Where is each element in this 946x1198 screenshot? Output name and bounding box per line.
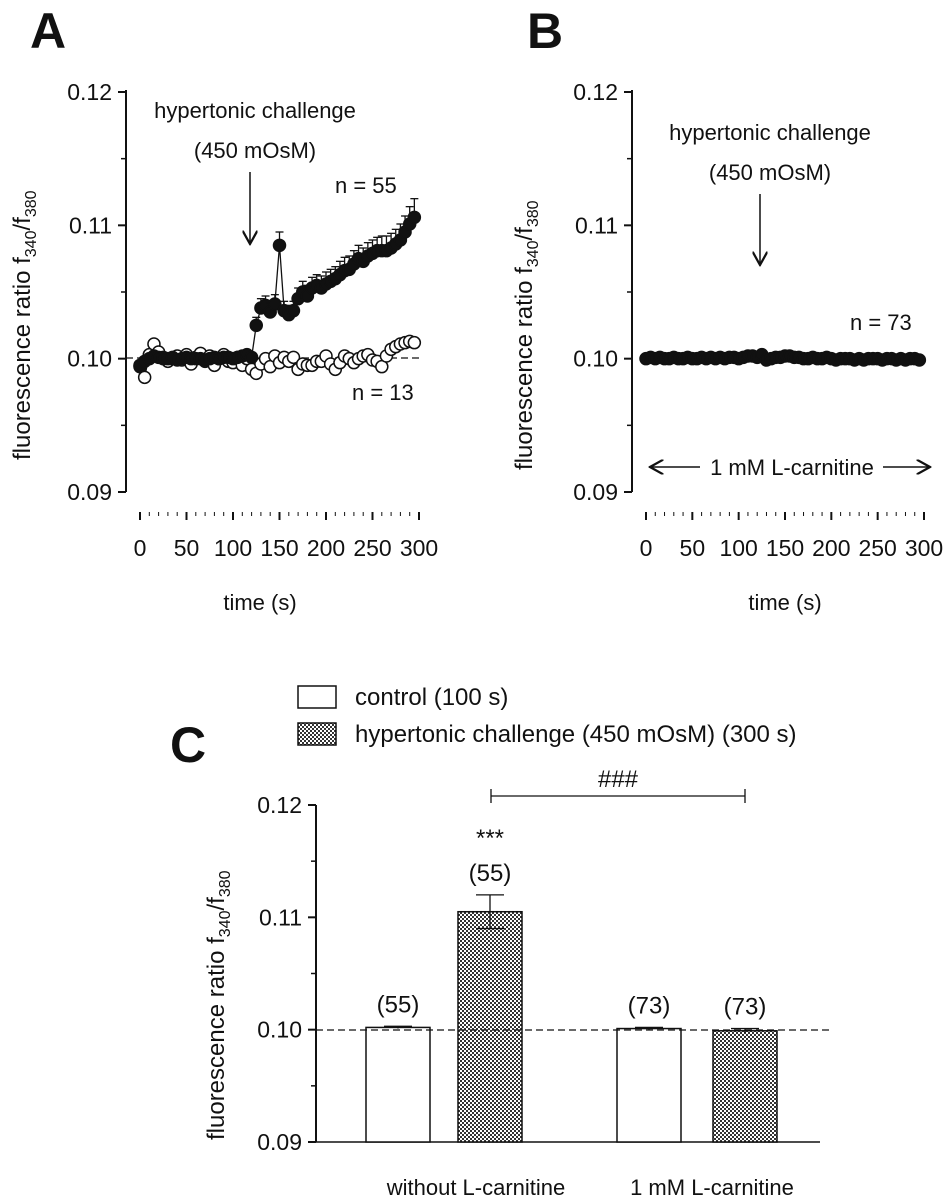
data-point	[137, 370, 152, 385]
xtick-label: 100	[214, 535, 252, 561]
data-point	[912, 353, 927, 367]
ytick-label: 0.11	[69, 212, 112, 238]
c-category-label-0: without L-carnitine	[386, 1175, 566, 1198]
c-ytick-label: 0.11	[259, 904, 302, 930]
xtick-label: 50	[680, 535, 706, 561]
a-annotation-line1: hypertonic challenge	[154, 98, 356, 123]
data-point	[272, 238, 287, 253]
bar	[457, 910, 523, 1143]
c-y-axis-label: fluorescence ratio f340/f380	[203, 870, 234, 1140]
c-category-label-1: 1 mM L-carnitine	[630, 1175, 794, 1198]
panel-label-b: B	[527, 3, 563, 59]
ytick-label: 0.09	[573, 479, 618, 505]
ytick-label: 0.12	[573, 79, 618, 105]
data-point	[407, 210, 422, 225]
a-series-label-n13: n = 13	[352, 380, 414, 405]
a-x-axis-label: time (s)	[223, 590, 296, 615]
c-significance-star: ***	[476, 825, 504, 852]
data-point	[268, 297, 282, 311]
xtick-label: 150	[766, 535, 804, 561]
c-ytick-label: 0.09	[257, 1129, 302, 1155]
bar	[616, 1027, 682, 1143]
panel-label-a: A	[30, 3, 66, 59]
a-series-label-n55: n = 55	[335, 173, 397, 198]
legend-swatch-control	[297, 685, 337, 709]
xtick-label: 250	[353, 535, 391, 561]
xtick-label: 50	[174, 535, 200, 561]
panel-label-c: C	[170, 717, 206, 773]
bar-n-label: (73)	[724, 994, 767, 1021]
xtick-label: 0	[640, 535, 653, 561]
b-annotation-line2: (450 mOsM)	[709, 160, 831, 185]
b-x-axis-label: time (s)	[748, 590, 821, 615]
bar-n-label: (73)	[628, 992, 671, 1019]
ytick-label: 0.09	[67, 479, 112, 505]
data-point	[249, 318, 263, 333]
bar-n-label: (55)	[377, 991, 420, 1018]
legend-label-control: control (100 s)	[355, 684, 508, 711]
legend-label-hypertonic: hypertonic challenge (450 mOsM) (300 s)	[355, 721, 797, 748]
data-point	[286, 350, 301, 365]
panel-c-chart: control (100 s) hypertonic challenge (45…	[203, 684, 830, 1198]
bar-n-label: (55)	[469, 860, 512, 887]
data-point	[407, 335, 422, 350]
b-annotation-line1: hypertonic challenge	[669, 120, 871, 145]
c-ytick-label: 0.10	[257, 1017, 302, 1043]
a-y-axis-label: fluorescence ratio f340/f380	[9, 190, 40, 460]
xtick-label: 200	[812, 535, 850, 561]
b-series-label-n73: n = 73	[850, 310, 912, 335]
b-range-label: 1 mM L-carnitine	[710, 455, 874, 480]
xtick-label: 200	[307, 535, 345, 561]
data-point	[244, 350, 259, 365]
bar	[712, 1030, 778, 1143]
bar	[365, 1026, 431, 1143]
xtick-label: 0	[134, 535, 147, 561]
xtick-label: 300	[400, 535, 438, 561]
data-point	[286, 303, 301, 318]
xtick-label: 300	[905, 535, 943, 561]
c-ytick-label: 0.12	[257, 792, 302, 818]
panel-b-chart: 0.09 0.10 0.11 0.12 0 50 100 150 200 250 300 fluor…	[511, 79, 943, 615]
ytick-label: 0.10	[67, 346, 112, 372]
xtick-label: 150	[260, 535, 298, 561]
legend-swatch-hypertonic	[297, 722, 337, 746]
c-significance-hash: ###	[598, 766, 639, 793]
b-y-axis-label: fluorescence ratio f340/f380	[511, 200, 542, 470]
ytick-label: 0.12	[67, 79, 112, 105]
a-annotation-line2: (450 mOsM)	[194, 138, 316, 163]
panel-a-chart: 0.09 0.10 0.11 0.12 0 50 100 150 200 250 300 fluor…	[9, 79, 438, 615]
xtick-label: 250	[858, 535, 896, 561]
ytick-label: 0.10	[573, 346, 618, 372]
xtick-label: 100	[719, 535, 757, 561]
ytick-label: 0.11	[575, 212, 618, 238]
